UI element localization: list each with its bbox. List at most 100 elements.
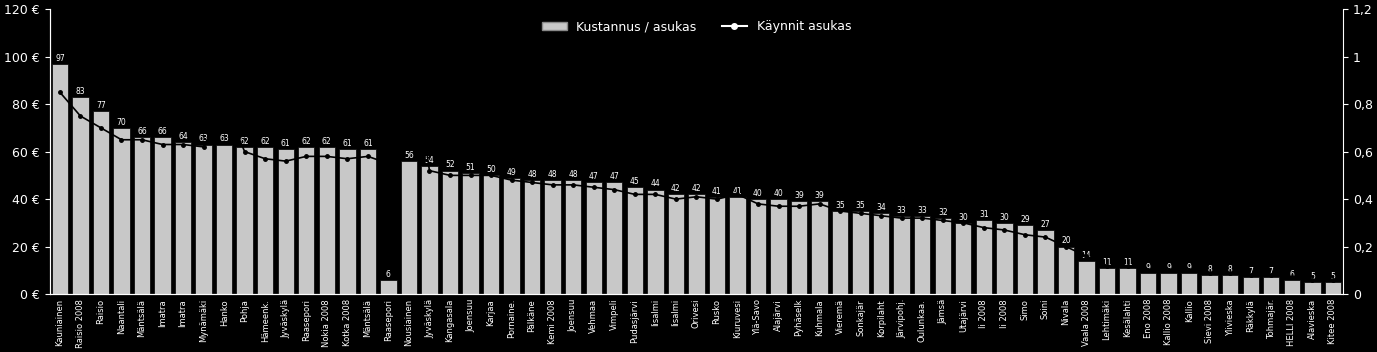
- Bar: [1078, 261, 1095, 294]
- Bar: [92, 111, 109, 294]
- Text: 6: 6: [1289, 270, 1294, 279]
- Bar: [668, 194, 684, 294]
- Text: 41: 41: [712, 187, 722, 196]
- Text: 52: 52: [445, 161, 454, 169]
- Bar: [894, 216, 910, 294]
- Bar: [1304, 282, 1321, 294]
- Text: 5: 5: [1310, 272, 1315, 281]
- Bar: [811, 201, 828, 294]
- Text: 44: 44: [650, 180, 660, 188]
- Text: 40: 40: [774, 189, 784, 198]
- Bar: [1325, 282, 1341, 294]
- Bar: [154, 137, 171, 294]
- Bar: [113, 128, 129, 294]
- Bar: [565, 180, 581, 294]
- Bar: [832, 211, 848, 294]
- Bar: [647, 190, 664, 294]
- Bar: [483, 175, 500, 294]
- Text: 49: 49: [507, 168, 516, 177]
- Bar: [1283, 280, 1300, 294]
- Bar: [935, 218, 952, 294]
- Bar: [790, 201, 807, 294]
- Bar: [504, 178, 519, 294]
- Text: 9: 9: [1166, 263, 1170, 271]
- Text: 39: 39: [795, 191, 804, 200]
- Text: 62: 62: [240, 137, 249, 146]
- Text: 63: 63: [219, 134, 229, 143]
- Text: 66: 66: [138, 127, 147, 136]
- Bar: [421, 166, 438, 294]
- Bar: [914, 216, 931, 294]
- Text: 7: 7: [1268, 267, 1274, 276]
- Text: 63: 63: [198, 134, 208, 143]
- Text: 8: 8: [1208, 265, 1212, 274]
- Text: 66: 66: [158, 127, 168, 136]
- Text: 97: 97: [55, 54, 65, 63]
- Text: 47: 47: [589, 172, 599, 181]
- Bar: [523, 180, 540, 294]
- Text: 70: 70: [117, 118, 127, 127]
- Text: 33: 33: [896, 206, 906, 215]
- Bar: [1099, 268, 1115, 294]
- Text: 39: 39: [815, 191, 825, 200]
- Text: 54: 54: [424, 156, 434, 165]
- Bar: [175, 142, 191, 294]
- Text: 8: 8: [1228, 265, 1232, 274]
- Bar: [216, 145, 233, 294]
- Text: 6: 6: [386, 270, 391, 279]
- Bar: [278, 149, 293, 294]
- Text: 47: 47: [610, 172, 620, 181]
- Bar: [770, 199, 786, 294]
- Text: 31: 31: [979, 210, 989, 219]
- Text: 20: 20: [1062, 237, 1071, 245]
- Bar: [359, 149, 376, 294]
- Text: 11: 11: [1102, 258, 1111, 267]
- Text: 62: 62: [260, 137, 270, 146]
- Bar: [606, 182, 622, 294]
- Text: 27: 27: [1041, 220, 1051, 229]
- Text: 11: 11: [1122, 258, 1132, 267]
- Bar: [688, 194, 705, 294]
- Bar: [318, 147, 335, 294]
- Bar: [401, 161, 417, 294]
- Text: 48: 48: [548, 170, 558, 179]
- Text: 83: 83: [76, 87, 85, 96]
- Bar: [257, 147, 274, 294]
- Bar: [1242, 277, 1259, 294]
- Bar: [730, 197, 746, 294]
- Bar: [297, 147, 314, 294]
- Text: 50: 50: [486, 165, 496, 174]
- Bar: [627, 187, 643, 294]
- Bar: [996, 223, 1012, 294]
- Text: 7: 7: [1249, 267, 1253, 276]
- Text: 62: 62: [322, 137, 332, 146]
- Bar: [442, 171, 459, 294]
- Text: 48: 48: [527, 170, 537, 179]
- Text: 61: 61: [364, 139, 373, 148]
- Bar: [749, 199, 766, 294]
- Text: 30: 30: [1000, 213, 1009, 222]
- Bar: [237, 147, 253, 294]
- Text: 33: 33: [917, 206, 927, 215]
- Text: 34: 34: [876, 203, 885, 212]
- Bar: [975, 220, 991, 294]
- Bar: [1161, 273, 1177, 294]
- Bar: [196, 145, 212, 294]
- Text: 61: 61: [343, 139, 353, 148]
- Text: 9: 9: [1146, 263, 1151, 271]
- Bar: [1202, 275, 1217, 294]
- Text: 51: 51: [465, 163, 475, 172]
- Text: 62: 62: [302, 137, 311, 146]
- Text: 42: 42: [671, 184, 680, 193]
- Bar: [852, 211, 869, 294]
- Bar: [72, 97, 88, 294]
- Text: 35: 35: [836, 201, 845, 210]
- Text: 35: 35: [855, 201, 866, 210]
- Bar: [339, 149, 355, 294]
- Text: 56: 56: [403, 151, 414, 160]
- Text: 14: 14: [1082, 251, 1092, 260]
- Bar: [873, 213, 890, 294]
- Text: 40: 40: [753, 189, 763, 198]
- Text: 64: 64: [178, 132, 189, 141]
- Text: 45: 45: [629, 177, 640, 186]
